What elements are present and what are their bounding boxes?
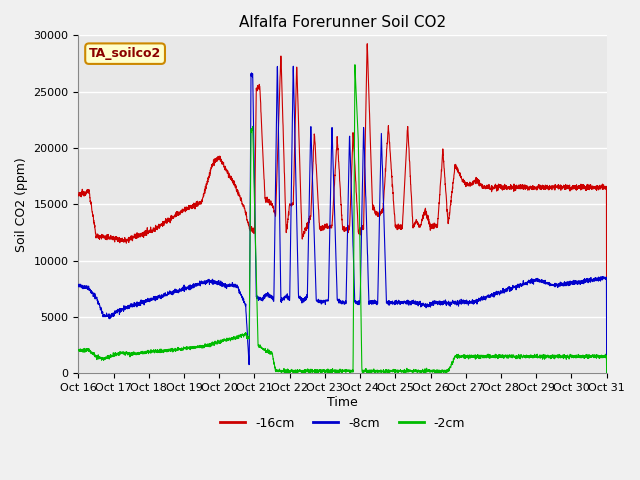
-2cm	[284, 371, 292, 376]
-8cm	[166, 289, 174, 295]
-8cm	[277, 299, 285, 305]
-8cm	[135, 301, 143, 307]
Legend: -16cm, -8cm, -2cm: -16cm, -8cm, -2cm	[215, 412, 470, 435]
-16cm	[277, 53, 285, 59]
-2cm	[351, 62, 359, 68]
-16cm	[536, 184, 543, 190]
-16cm	[603, 368, 611, 373]
-16cm	[593, 186, 600, 192]
-2cm	[536, 352, 543, 358]
-8cm	[75, 282, 83, 288]
-2cm	[75, 347, 83, 353]
-8cm	[603, 371, 611, 376]
-16cm	[135, 234, 143, 240]
Line: -8cm: -8cm	[79, 66, 607, 373]
-2cm	[135, 349, 143, 355]
-16cm	[300, 231, 308, 237]
-8cm	[300, 298, 308, 304]
-2cm	[603, 371, 611, 376]
X-axis label: Time: Time	[327, 396, 358, 409]
-16cm	[364, 41, 371, 47]
-16cm	[75, 192, 83, 198]
-8cm	[593, 277, 600, 283]
-2cm	[277, 368, 285, 374]
-16cm	[166, 218, 174, 224]
-2cm	[300, 368, 308, 374]
-8cm	[536, 278, 543, 284]
Line: -2cm: -2cm	[79, 65, 607, 373]
Y-axis label: Soil CO2 (ppm): Soil CO2 (ppm)	[15, 157, 28, 252]
-2cm	[166, 348, 174, 353]
Line: -16cm: -16cm	[79, 44, 607, 371]
-2cm	[593, 352, 600, 358]
Text: TA_soilco2: TA_soilco2	[89, 47, 161, 60]
-8cm	[289, 63, 297, 69]
Title: Alfalfa Forerunner Soil CO2: Alfalfa Forerunner Soil CO2	[239, 15, 446, 30]
